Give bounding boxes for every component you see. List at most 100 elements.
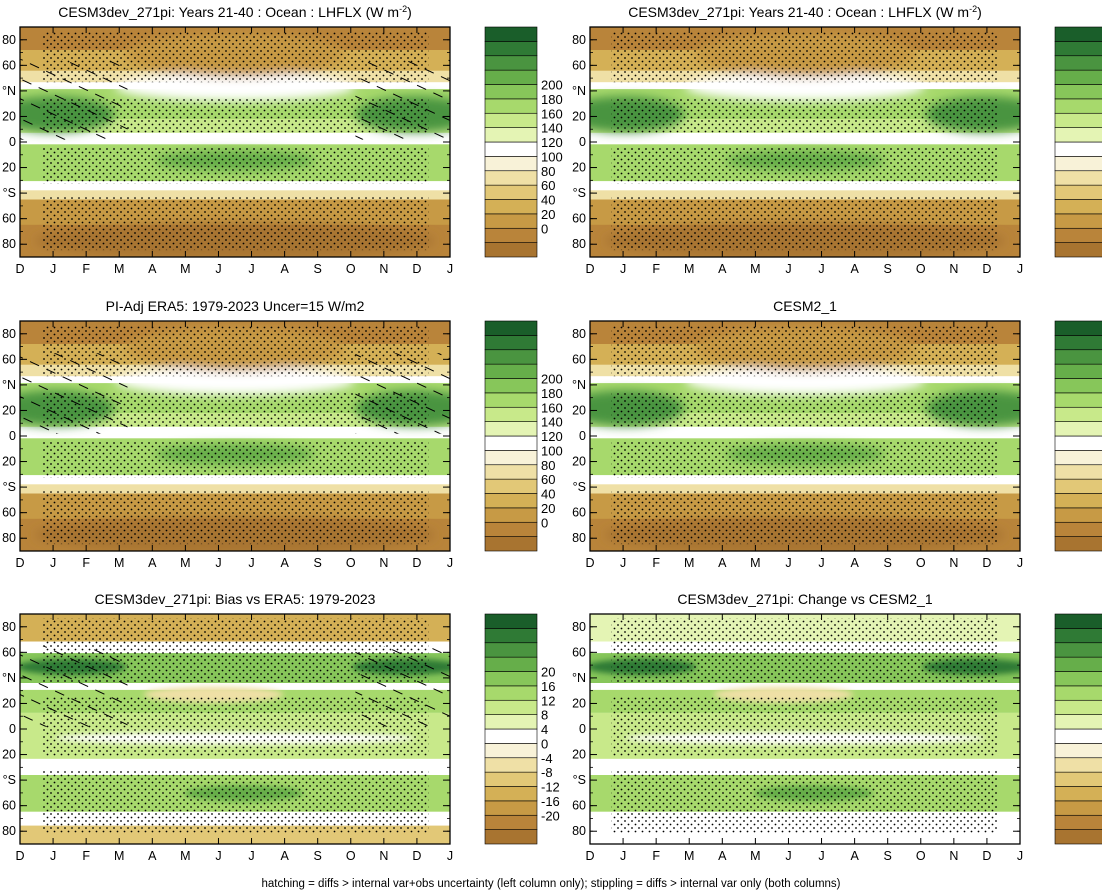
heatmap-field [590,27,1020,257]
y-tick-label: °N [2,378,16,392]
x-tick-label: M [180,849,190,863]
x-tick-label: J [1017,849,1023,863]
y-tick-label: 80 [2,33,16,47]
y-tick-label: 20 [572,696,586,710]
y-tick-label: 80 [2,531,16,545]
x-tick-label: J [447,849,453,863]
x-tick-label: D [585,556,594,570]
y-tick-label: 20 [572,455,586,469]
x-tick-label: M [750,849,760,863]
x-tick-label: N [379,262,388,276]
colorbar-swatch [484,213,538,229]
x-tick-label: A [280,849,289,863]
panel-title: CESM3dev_271pi: Years 21-40 : Ocean : LH… [58,4,412,20]
x-tick-label: N [949,556,958,570]
y-tick-label: °S [573,186,586,200]
colorbar-swatch [1054,628,1102,644]
y-tick-label: 60 [572,645,586,659]
panel-2: CESM3dev_271pi: Years 21-40 : Ocean : LH… [572,4,1102,276]
x-tick-label: D [15,849,24,863]
colorbar-swatch [484,392,538,408]
x-tick-label: J [785,262,791,276]
x-tick-label: F [652,849,660,863]
x-tick-label: J [248,556,254,570]
x-tick-label: M [684,262,694,276]
colorbar-label: 120 [541,429,563,444]
colorbar-swatch [484,363,538,379]
colorbar-swatch [1054,26,1102,42]
x-tick-label: J [1017,556,1023,570]
panel-title: CESM3dev_271pi: Bias vs ERA5: 1979-2023 [95,591,376,607]
colorbar-swatch [1054,685,1102,701]
x-tick-label: A [280,556,289,570]
colorbar-swatch [1054,213,1102,229]
x-tick-label: N [379,849,388,863]
x-tick-label: D [412,262,421,276]
colorbar-swatch [1054,450,1102,466]
x-tick-label: N [379,556,388,570]
x-tick-label: D [412,556,421,570]
x-tick-label: F [652,556,660,570]
x-tick-label: A [148,849,157,863]
x-tick-label: O [346,556,356,570]
x-tick-label: O [916,262,926,276]
y-tick-label: 80 [572,531,586,545]
colorbar-swatch [1054,671,1102,687]
colorbar-swatch [484,41,538,57]
colorbar-label: -8 [541,765,553,780]
y-tick-label: 80 [2,327,16,341]
y-tick-label: 0 [579,135,586,149]
colorbar-swatch [484,478,538,494]
y-tick-label: 0 [9,429,16,443]
y-tick-label: 80 [572,824,586,838]
hatching [20,646,450,727]
stippling [611,618,999,833]
x-tick-label: J [248,262,254,276]
colorbar-swatch [484,743,538,759]
x-tick-label: A [280,262,289,276]
colorbar-swatch [1054,507,1102,523]
colorbar-label: 100 [541,149,563,164]
colorbar-label: 20 [541,501,555,516]
colorbar-swatch [1054,536,1102,552]
y-tick-label: 0 [9,722,16,736]
y-tick-label: °N [572,84,586,98]
colorbar-swatch [1054,521,1102,537]
y-tick-label: 80 [572,620,586,634]
y-tick-label: °S [3,186,16,200]
x-tick-label: M [114,556,124,570]
y-tick-label: 60 [2,799,16,813]
colorbar-swatch [484,800,538,816]
x-tick-label: M [114,262,124,276]
panel-4: CESM2_1 D J F M A M J J A S O N D J 80 60 °N 20 0 20 °S 60 80 02… [572,298,1102,570]
x-tick-label: M [114,849,124,863]
colorbar-swatch [1054,170,1102,186]
colorbar-swatch [484,26,538,42]
y-tick-label: °S [3,773,16,787]
colorbar-swatch [484,464,538,480]
x-tick-label: F [652,262,660,276]
panel-title: CESM3dev_271pi: Years 21-40 : Ocean : LH… [628,4,982,20]
heatmap-field [20,321,450,551]
y-tick-label: 20 [572,109,586,123]
x-tick-label: J [50,849,56,863]
y-tick-label: °N [2,84,16,98]
x-tick-label: S [884,849,892,863]
x-tick-label: J [1017,262,1023,276]
colorbar-label: 120 [541,135,563,150]
x-tick-label: J [215,556,221,570]
panel-3: PI-Adj ERA5: 1979-2023 Uncer=15 W/m2 D J F M… [2,298,563,570]
colorbar-label: 0 [541,736,548,751]
panel-6: CESM3dev_271pi: Change vs CESM2_1 D J F M A M J… [572,591,1102,863]
colorbar-swatch [1054,363,1102,379]
colorbar-swatch [484,69,538,85]
colorbar-label: -12 [541,780,560,795]
colorbar-swatch [1054,98,1102,114]
y-tick-label: 20 [572,161,586,175]
colorbar-swatch [1054,814,1102,830]
x-tick-label: A [850,849,859,863]
colorbar-swatch [484,349,538,365]
